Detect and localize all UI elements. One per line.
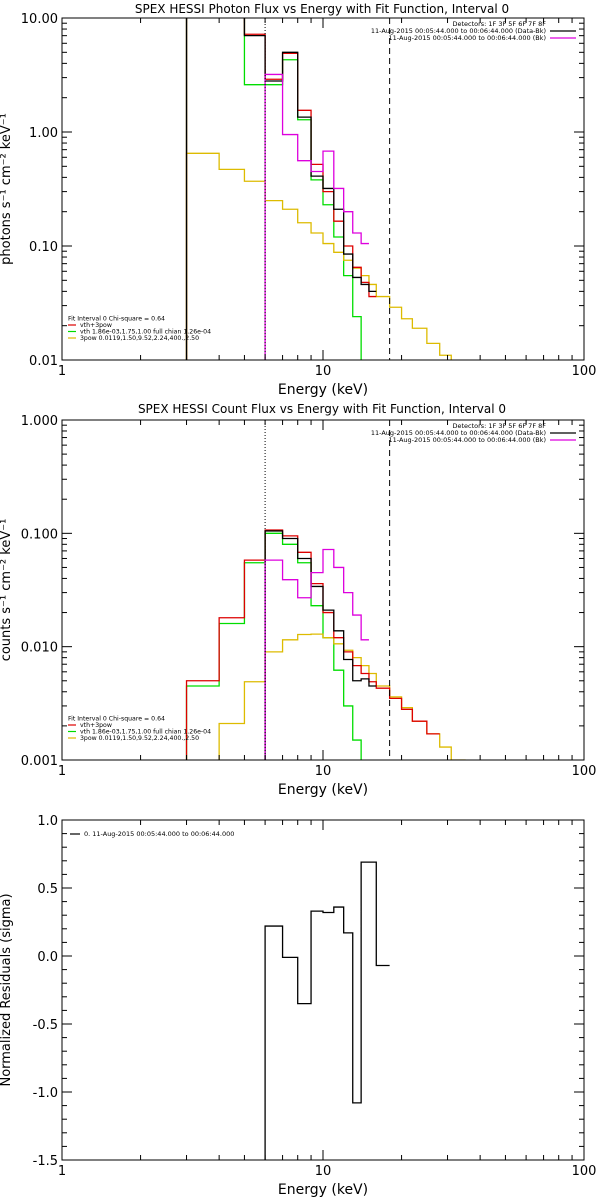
photon-flux-series-2 xyxy=(185,18,377,360)
photon-flux-legend-tr-2: 11-Aug-2015 00:05:44.000 to 00:06:44.000… xyxy=(389,34,546,42)
count-flux-ytick-label-0: 0.001 xyxy=(21,754,58,769)
photon-flux-series-3 xyxy=(185,18,377,360)
photon-flux-legend-tr-1: 11-Aug-2015 00:05:44.000 to 00:06:44.000… xyxy=(371,27,546,35)
photon-flux-ytick-label-2: 1.00 xyxy=(29,126,58,141)
count-flux-xlabel: Energy (keV) xyxy=(278,782,368,798)
residuals-ytick-label-3: 0.0 xyxy=(37,950,58,965)
residuals-ylabel: Normalized Residuals (sigma) xyxy=(0,893,14,1086)
residuals-legend-tl-0: 0. 11-Aug-2015 00:05:44.000 to 00:06:44.… xyxy=(84,830,234,838)
count-flux-title: SPEX HESSI Count Flux vs Energy with Fit… xyxy=(138,402,506,416)
photon-flux-series-1 xyxy=(185,152,452,360)
count-flux-series-4 xyxy=(264,548,369,760)
residuals-xtick-label-2: 100 xyxy=(572,1164,597,1179)
residuals-ytick-label-5: 1.0 xyxy=(37,814,58,829)
residuals-ytick-label-1: -1.0 xyxy=(33,1086,58,1101)
photon-flux-ytick-label-3: 10.00 xyxy=(21,12,58,27)
photon-flux-series-0 xyxy=(185,18,362,360)
count-flux-ylabel: counts s⁻¹ cm⁻² keV⁻¹ xyxy=(0,519,14,662)
photon-flux-series-4 xyxy=(264,73,369,360)
residuals-panel: 1 10 100 -1.5 -1.0 -0.5 0.0 0.5 1.0 Energy (keV) N… xyxy=(0,814,596,1198)
residuals-xlabel: Energy (keV) xyxy=(278,1182,368,1198)
residuals-xtick-label-0: 1 xyxy=(58,1164,66,1179)
count-flux-series-3 xyxy=(264,530,377,760)
count-flux-xtick-label-0: 1 xyxy=(58,764,66,779)
photon-flux-xtick-label-0: 1 xyxy=(58,364,66,379)
photon-flux-legend-bl-1: vth+3pow xyxy=(80,322,112,329)
photon-flux-xtick-label-2: 100 xyxy=(572,364,597,379)
count-flux-panel: SPEX HESSI Count Flux vs Energy with Fit… xyxy=(0,402,596,798)
photon-flux-xtick-label-1: 10 xyxy=(315,364,332,379)
count-flux-ytick-label-1: 0.010 xyxy=(21,641,58,656)
residuals-ytick-label-0: -1.5 xyxy=(33,1154,58,1169)
count-flux-legend-tr-1: 11-Aug-2015 00:05:44.000 to 00:06:44.000… xyxy=(371,429,546,437)
count-flux-ytick-label-2: 0.100 xyxy=(21,527,58,542)
count-flux-legend-bl-1: vth+3pow xyxy=(80,722,112,729)
count-flux-legend-bl-2: vth 1.86e-03,1.75,1.00 full chian 1.26e-… xyxy=(80,729,211,736)
count-flux-legend-bl-3: 3pow 0.0119,1.50,9.52,2.24,400.,2.50 xyxy=(80,735,199,742)
count-flux-legend-tr-2: 11-Aug-2015 00:05:44.000 to 00:06:44.000… xyxy=(389,436,546,444)
count-flux-xtick-label-2: 100 xyxy=(572,764,597,779)
photon-flux-ylabel: photons s⁻¹ cm⁻² keV⁻¹ xyxy=(0,113,14,265)
residuals-ytick-label-4: 0.5 xyxy=(37,882,58,897)
photon-flux-title: SPEX HESSI Photon Flux vs Energy with Fi… xyxy=(135,2,509,16)
photon-flux-legend-tr-0: Detectors: 1F 3F 5F 6F 7F 8F xyxy=(452,20,546,28)
residuals-series-0 xyxy=(264,861,390,1160)
count-flux-ytick-label-3: 1.000 xyxy=(21,414,58,429)
photon-flux-ytick-label-1: 0.10 xyxy=(29,240,58,255)
residuals-frame xyxy=(61,819,585,1161)
photon-flux-legend-bl-3: 3pow 0.0119,1.50,9.52,2.24,400.,2.50 xyxy=(80,335,199,342)
photon-flux-legend-bl-0: Fit Interval 0 Chi-square = 0.64 xyxy=(68,316,165,323)
residuals-xtick-label-1: 10 xyxy=(315,1164,332,1179)
count-flux-legend-tr-0: Detectors: 1F 3F 5F 6F 7F 8F xyxy=(452,422,546,430)
count-flux-xtick-label-1: 10 xyxy=(315,764,332,779)
photon-flux-legend-bl-2: vth 1.86e-03,1.75,1.00 full chian 1.26e-… xyxy=(80,329,211,336)
photon-flux-ytick-label-0: 0.01 xyxy=(29,354,58,369)
photon-flux-xlabel: Energy (keV) xyxy=(278,382,368,398)
residuals-ytick-label-2: -0.5 xyxy=(33,1018,58,1033)
count-flux-legend-bl-0: Fit Interval 0 Chi-square = 0.64 xyxy=(68,716,165,723)
photon-flux-panel: SPEX HESSI Photon Flux vs Energy with Fi… xyxy=(0,2,597,398)
count-flux-series-2 xyxy=(185,529,440,760)
